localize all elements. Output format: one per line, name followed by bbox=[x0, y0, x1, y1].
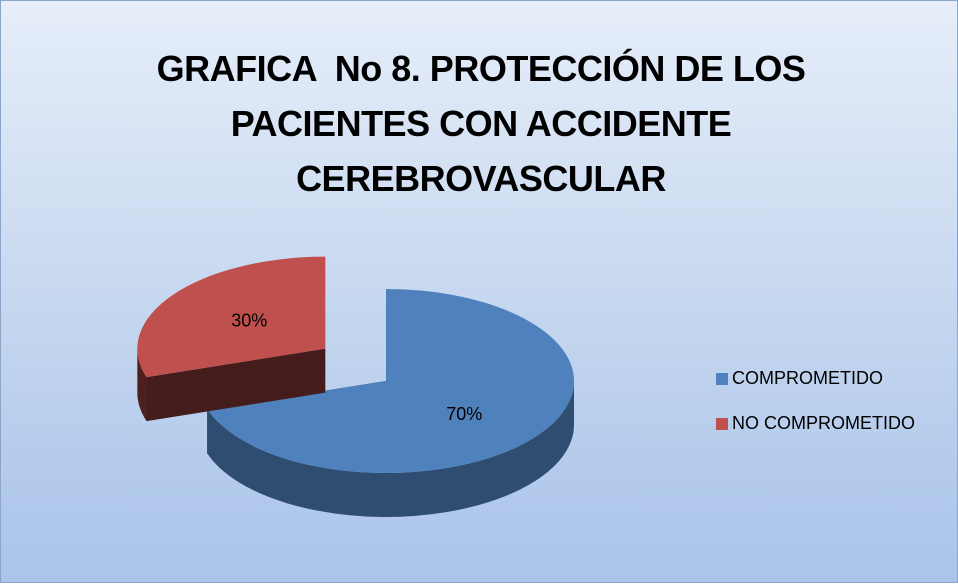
slice-top bbox=[137, 256, 326, 378]
slice bbox=[137, 256, 326, 422]
legend-swatch bbox=[716, 373, 728, 385]
slice-face bbox=[146, 348, 326, 422]
legend-label: COMPROMETIDO bbox=[732, 368, 883, 388]
slice-side bbox=[137, 348, 147, 422]
legend-swatch bbox=[716, 418, 728, 430]
slice bbox=[207, 289, 575, 517]
slice-top bbox=[207, 289, 574, 473]
data-label: 30% bbox=[231, 310, 267, 330]
slice-side bbox=[207, 381, 575, 517]
data-label: 70% bbox=[446, 404, 482, 424]
legend-label: NO COMPROMETIDO bbox=[732, 413, 915, 433]
chart-title: GRAFICA No 8. PROTECCIÓN DE LOS PACIENTE… bbox=[156, 48, 815, 199]
